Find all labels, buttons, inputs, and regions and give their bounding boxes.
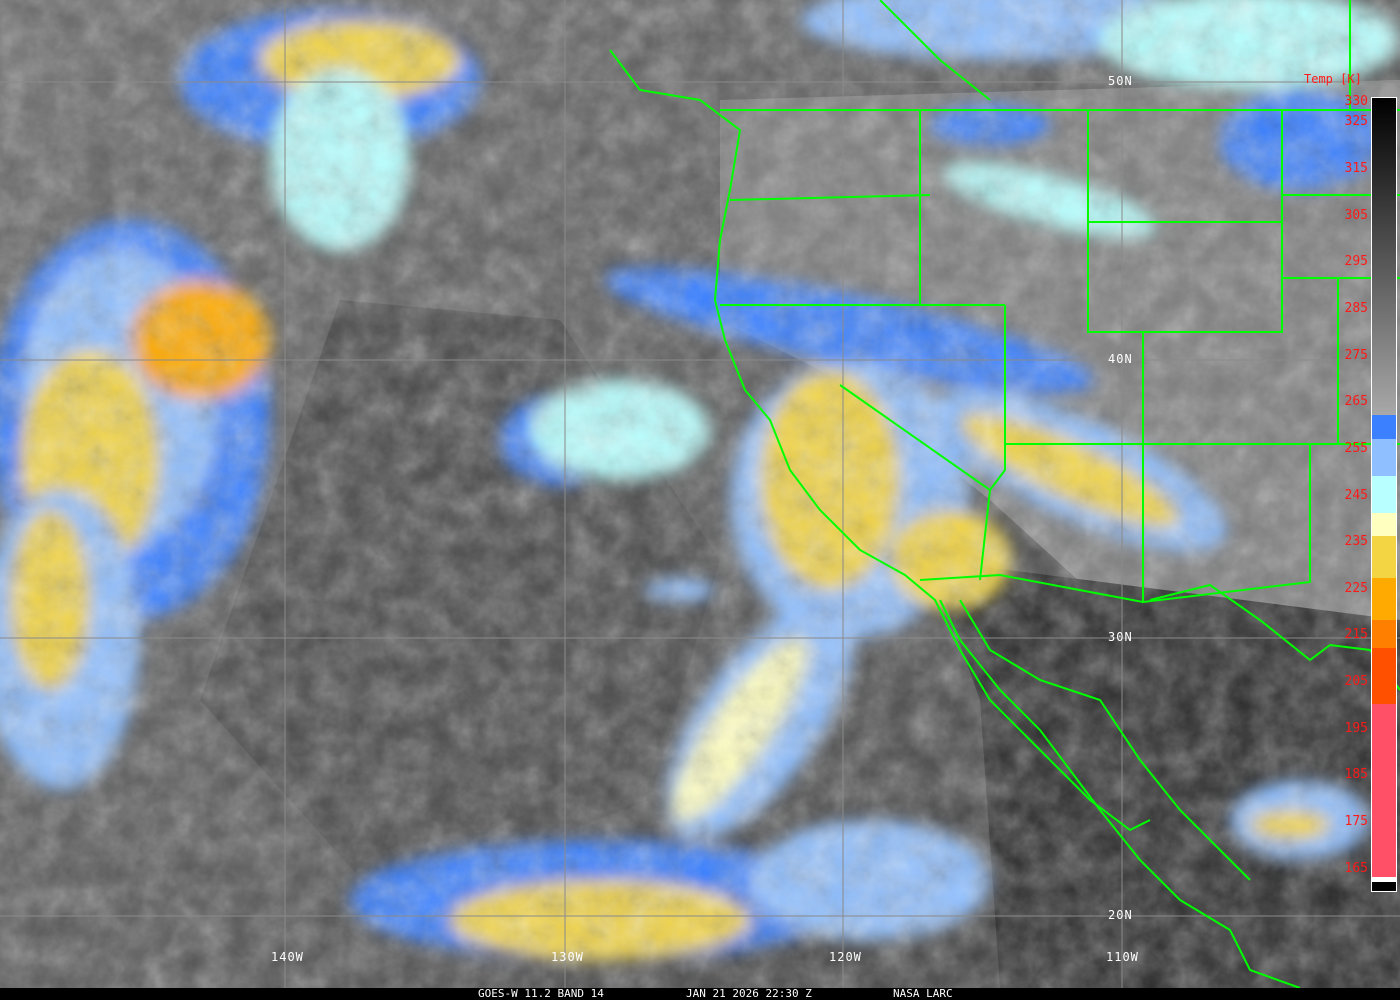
colorbar-segment	[1372, 877, 1396, 882]
colorbar-title: Temp [K]	[1304, 72, 1362, 86]
colorbar-segment	[1372, 704, 1396, 877]
timestamp-label: JAN 21 2026 22:30 Z	[686, 987, 812, 1000]
temperature-colorbar	[1371, 97, 1397, 892]
lon-label-130w: 130W	[551, 950, 584, 964]
colorbar-tick-label: 165	[1344, 860, 1368, 876]
image-caption-bar: GOES-W 11.2 BAND 14 JAN 21 2026 22:30 Z …	[0, 988, 1400, 1000]
colorbar-tick-label: 325	[1344, 114, 1368, 130]
colorbar-segment	[1372, 98, 1396, 416]
lat-label-20n: 20N	[1108, 908, 1133, 922]
colorbar-segment	[1372, 536, 1396, 579]
colorbar-tick-label: 245	[1344, 487, 1368, 503]
colorbar-tick-label: 275	[1344, 347, 1368, 363]
colorbar-tick-label: 255	[1344, 440, 1368, 456]
colorbar-segment	[1372, 513, 1396, 537]
colorbar-segment	[1372, 438, 1396, 476]
colorbar-segment	[1372, 881, 1396, 891]
colorbar-segment	[1372, 415, 1396, 439]
colorbar-tick-label: 285	[1344, 300, 1368, 316]
colorbar-tick-label: 195	[1344, 720, 1368, 736]
colorbar-tick-label: 175	[1344, 814, 1368, 830]
credit-label: NASA LARC	[893, 987, 953, 1000]
colorbar-tick-label: 265	[1344, 394, 1368, 410]
colorbar-tick-label: 205	[1344, 674, 1368, 690]
colorbar-tick-label: 315	[1344, 160, 1368, 176]
colorbar-tick-label: 295	[1344, 254, 1368, 270]
colorbar-tick-label: 185	[1344, 767, 1368, 783]
lat-label-30n: 30N	[1108, 630, 1133, 644]
lon-label-110w: 110W	[1106, 950, 1139, 964]
colorbar-tick-label: 235	[1344, 534, 1368, 550]
colorbar-segment	[1372, 620, 1396, 649]
lat-label-40n: 40N	[1108, 352, 1133, 366]
colorbar-segment	[1372, 648, 1396, 705]
colorbar-segment	[1372, 475, 1396, 514]
lat-label-50n: 50N	[1108, 74, 1133, 88]
lon-label-120w: 120W	[829, 950, 862, 964]
political-boundaries	[609, 0, 1400, 988]
lon-label-140w: 140W	[271, 950, 304, 964]
colorbar-tick-label: 305	[1344, 207, 1368, 223]
colorbar-segment	[1372, 578, 1396, 621]
colorbar-tick-label: 330	[1344, 94, 1368, 109]
colorbar-tick-label: 215	[1344, 627, 1368, 643]
colorbar-tick-label: 225	[1344, 580, 1368, 596]
satellite-band-label: GOES-W 11.2 BAND 14	[478, 987, 604, 1000]
